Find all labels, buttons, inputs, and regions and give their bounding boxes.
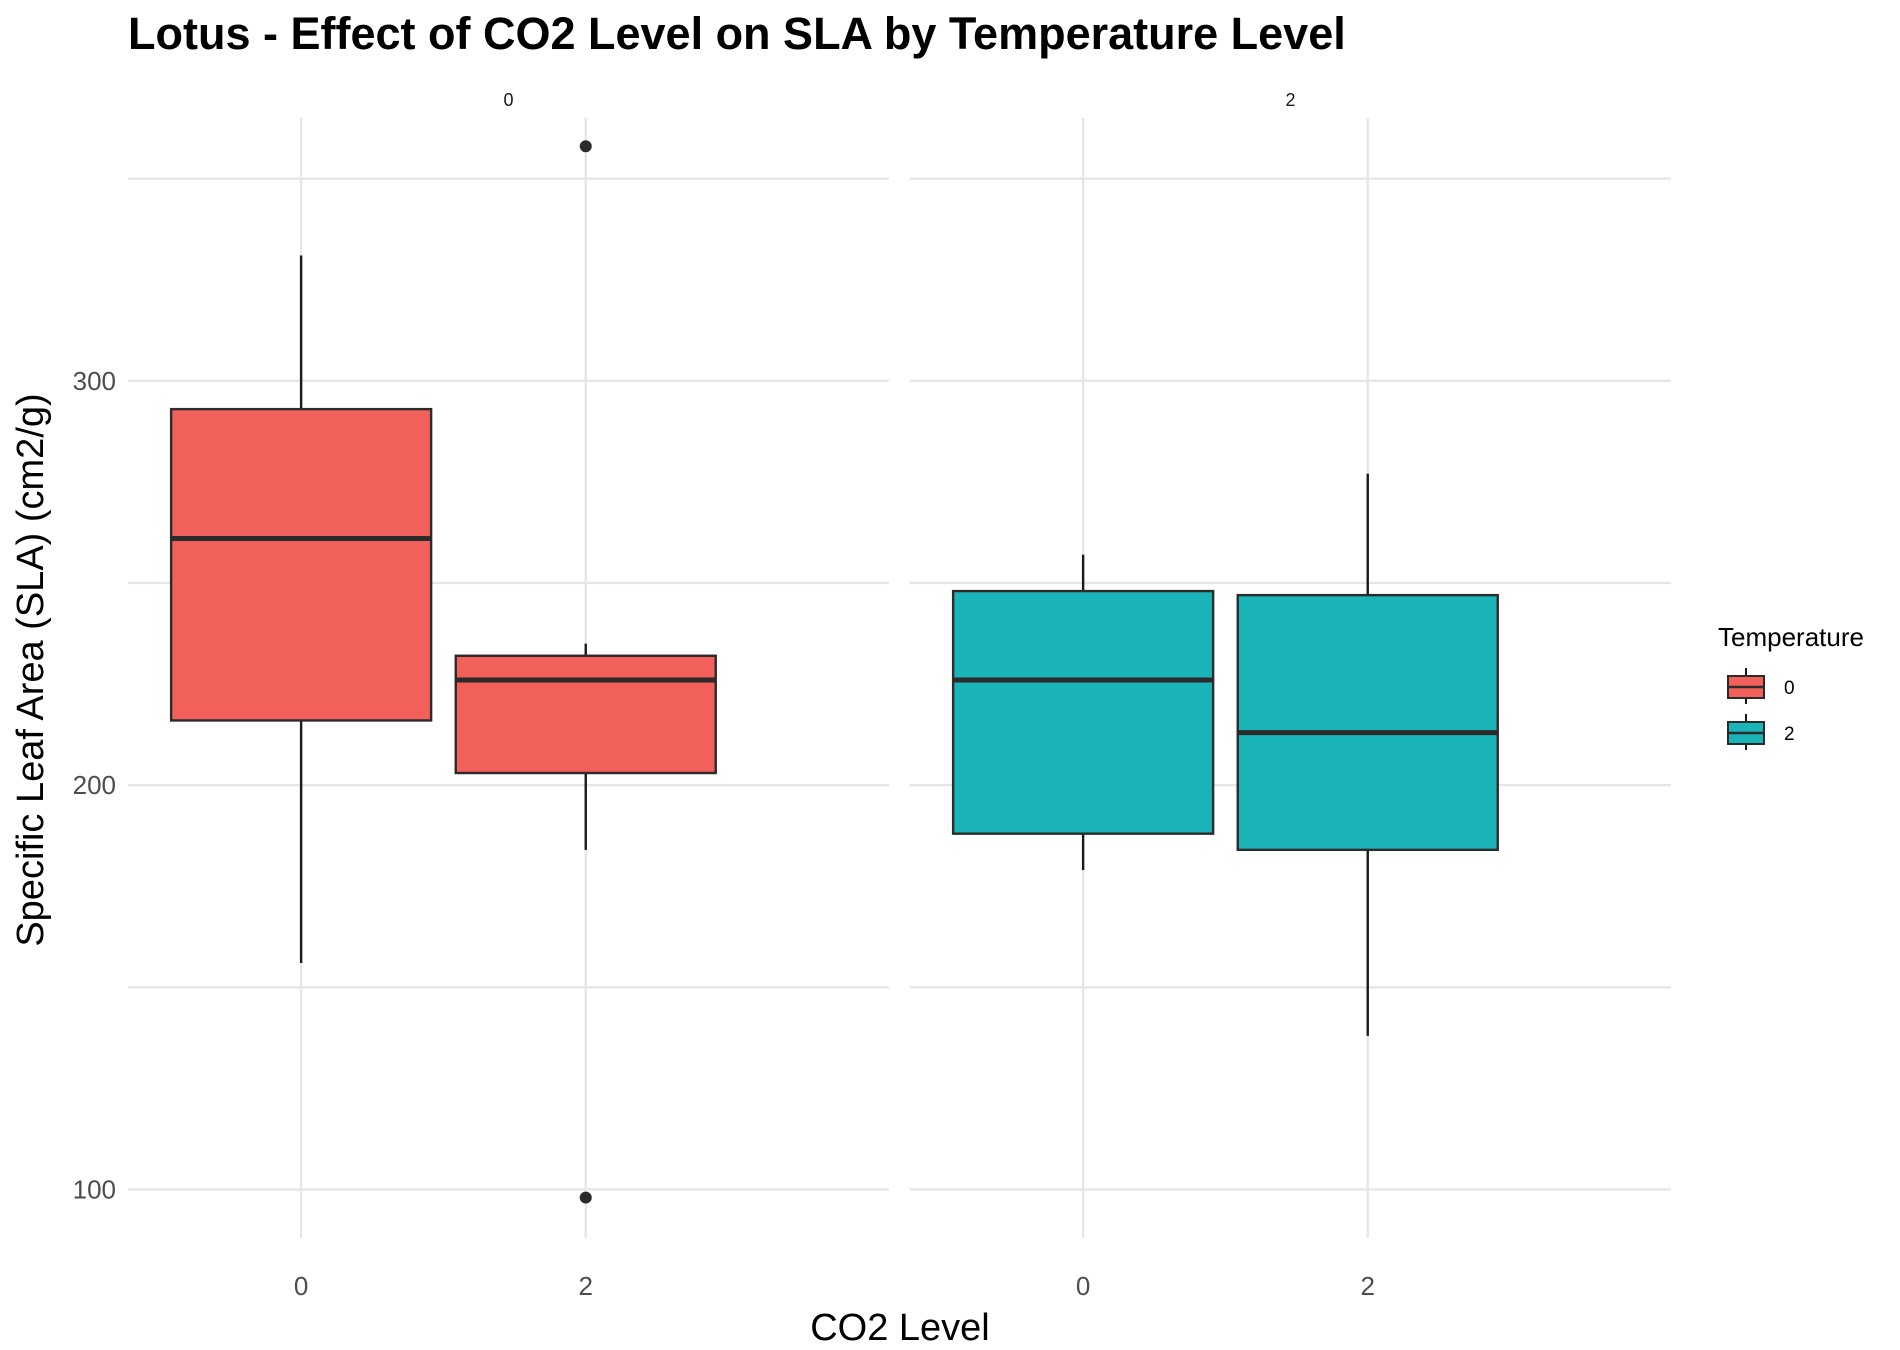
x-axis-title: CO2 Level xyxy=(810,1307,990,1349)
x-tick-label: 2 xyxy=(1361,1271,1375,1301)
x-tick-label: 2 xyxy=(579,1271,593,1301)
chart-title: Lotus - Effect of CO2 Level on SLA by Te… xyxy=(128,8,1346,59)
facet-strip-label: 0 xyxy=(503,90,513,110)
box-group xyxy=(454,140,717,1204)
legend-entry: 0 xyxy=(1727,668,1795,704)
y-tick-label: 100 xyxy=(73,1174,116,1204)
facet-strip-label: 2 xyxy=(1285,90,1295,110)
box-group xyxy=(1236,473,1499,1036)
y-tick-label: 200 xyxy=(73,770,116,800)
legend-entry: 2 xyxy=(1727,714,1795,750)
box-group xyxy=(951,554,1215,871)
legend-label: 0 xyxy=(1784,678,1795,699)
outlier-point xyxy=(579,1191,592,1204)
legend-label: 2 xyxy=(1784,724,1795,745)
box-iqr xyxy=(169,407,433,722)
outlier-point xyxy=(579,140,592,153)
x-tick-label: 0 xyxy=(294,1271,308,1301)
legend-title: Temperature xyxy=(1718,622,1864,652)
box-iqr xyxy=(951,589,1215,835)
y-axis-title: Specific Leaf Area (SLA) (cm2/g) xyxy=(10,393,52,946)
y-tick-label: 300 xyxy=(73,366,116,396)
box-iqr xyxy=(1236,593,1499,852)
box-group xyxy=(169,255,433,964)
x-tick-label: 0 xyxy=(1076,1271,1090,1301)
box-iqr xyxy=(454,654,717,775)
